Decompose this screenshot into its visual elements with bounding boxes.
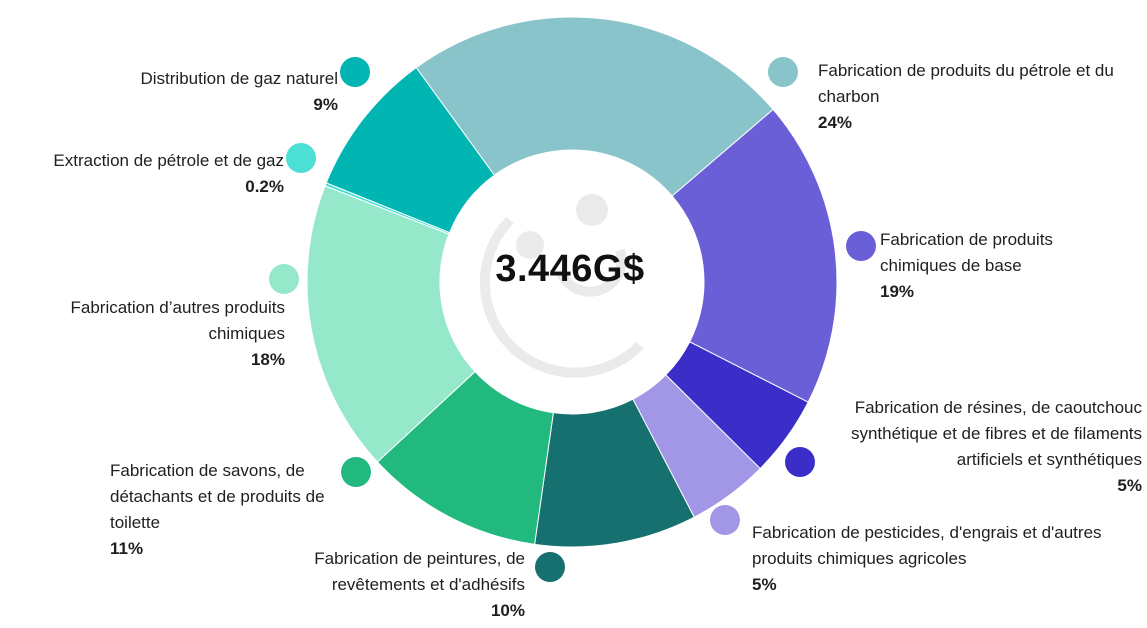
legend-dot-savons (341, 457, 371, 487)
legend-dot-resines (785, 447, 815, 477)
slice-pct-resines: 5% (1117, 476, 1142, 495)
slice-label-savons: Fabrication de savons, de détachants et … (110, 458, 370, 562)
slice-name-resines: Fabrication de résines, de caoutchouc sy… (850, 398, 1142, 469)
slice-label-autres-chimiques: Fabrication d’autres produits chimiques … (20, 295, 285, 373)
slice-pct-extraction: 0.2% (245, 177, 284, 196)
donut-hole (440, 150, 704, 414)
slice-name-extraction: Extraction de pétrole et de gaz (53, 151, 284, 170)
slice-label-chimiques-base: Fabrication de produits chimiques de bas… (880, 227, 1100, 305)
watermark-logo (479, 194, 644, 378)
legend-dot-petrole-charbon (768, 57, 798, 87)
slice-label-gaz-naturel: Distribution de gaz naturel 9% (60, 66, 338, 118)
slice-pct-peintures: 10% (490, 601, 525, 620)
slice-name-peintures: Fabrication de peintures, de revêtements… (314, 549, 525, 594)
center-total-label: 3.446G$ (495, 248, 645, 290)
slice-label-petrole-charbon: Fabrication de produits du pétrole et du… (818, 58, 1147, 136)
slice-pct-gaz-naturel: 9% (313, 95, 338, 114)
slice-name-pesticides: Fabrication de pesticides, d'engrais et … (752, 523, 1102, 568)
slice-pct-savons: 11% (110, 539, 144, 558)
slice-pct-chimiques-base: 19% (880, 282, 915, 301)
legend-dot-chimiques-base (846, 231, 876, 261)
legend-dot-gaz-naturel (340, 57, 370, 87)
slice-name-chimiques-base: Fabrication de produits chimiques de bas… (880, 230, 1053, 275)
legend-dot-extraction (286, 143, 316, 173)
slice-name-savons: Fabrication de savons, de détachants et … (110, 461, 325, 532)
legend-dot-autres-chimiques (269, 264, 299, 294)
legend-dot-peintures (535, 552, 565, 582)
slice-pct-pesticides: 5% (752, 575, 777, 594)
slice-name-petrole-charbon: Fabrication de produits du pétrole et du… (818, 61, 1114, 106)
slice-pct-petrole-charbon: 24% (818, 113, 853, 132)
slice-label-resines: Fabrication de résines, de caoutchouc sy… (795, 395, 1142, 499)
legend-dot-pesticides (710, 505, 740, 535)
slice-pct-autres-chimiques: 18% (250, 350, 285, 369)
slice-label-peintures: Fabrication de peintures, de revêtements… (270, 546, 525, 624)
slice-label-pesticides: Fabrication de pesticides, d'engrais et … (752, 520, 1102, 598)
slice-label-extraction: Extraction de pétrole et de gaz 0.2% (30, 148, 284, 200)
slice-name-gaz-naturel: Distribution de gaz naturel (140, 69, 338, 88)
slice-name-autres-chimiques: Fabrication d’autres produits chimiques (70, 298, 285, 343)
